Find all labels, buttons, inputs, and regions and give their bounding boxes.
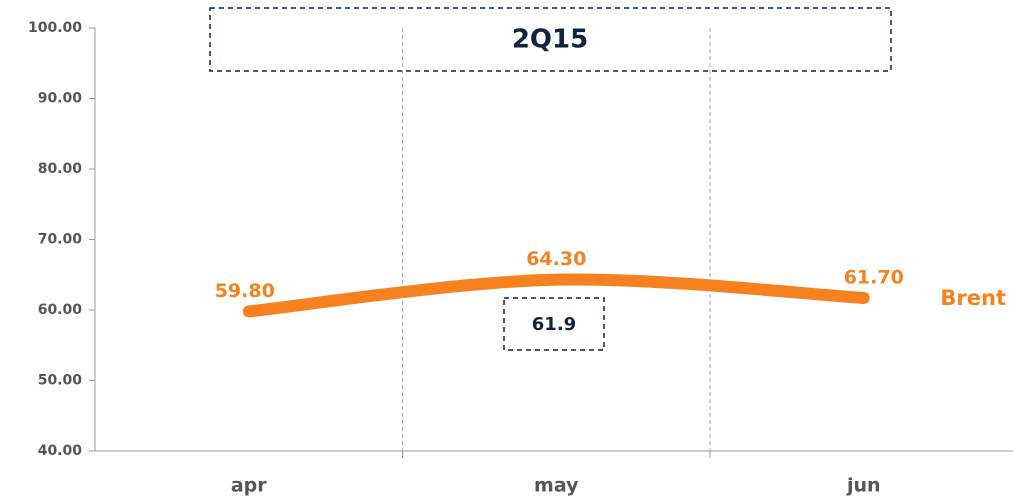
x-tick-label: jun xyxy=(846,475,881,497)
data-label: 61.70 xyxy=(844,267,904,289)
data-label: 59.80 xyxy=(215,280,275,302)
period-box xyxy=(209,7,892,72)
y-tick-label: 50.00 xyxy=(38,373,83,389)
series-line xyxy=(242,273,870,318)
x-tick-label: may xyxy=(534,475,579,497)
y-tick-label: 60.00 xyxy=(38,302,83,318)
y-tick-label: 100.00 xyxy=(28,20,82,36)
y-tick-label: 80.00 xyxy=(38,161,83,177)
average-label: 61.9 xyxy=(532,314,576,335)
period-label: 2Q15 xyxy=(512,25,588,55)
y-tick-label: 90.00 xyxy=(38,91,83,107)
y-tick-label: 40.00 xyxy=(38,443,83,459)
x-tick-label: apr xyxy=(231,475,267,497)
data-label: 64.30 xyxy=(526,248,586,270)
y-tick-label: 70.00 xyxy=(38,232,83,248)
legend-label: Brent xyxy=(940,286,1006,310)
average-box xyxy=(503,297,605,351)
